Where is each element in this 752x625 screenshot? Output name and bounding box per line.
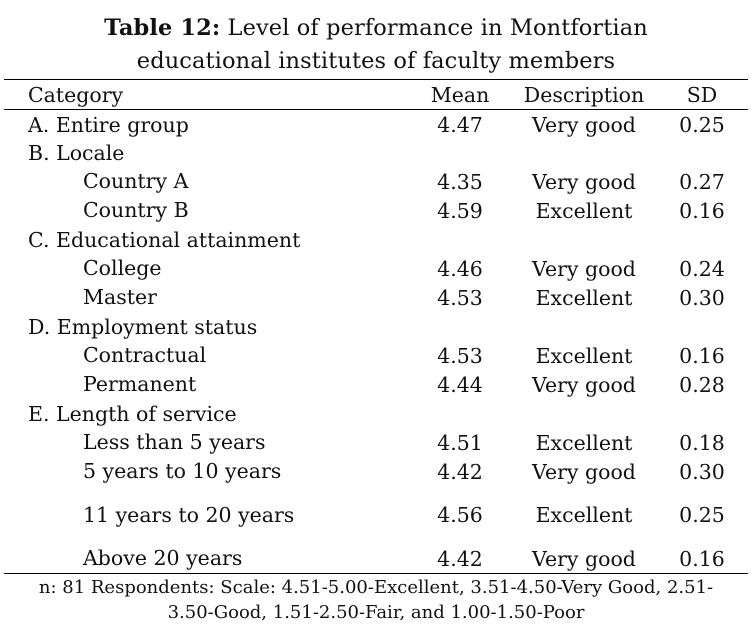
row-description: Excellent [535, 285, 633, 310]
performance-table: Category Mean Description SD A. Entire g… [4, 80, 748, 573]
row-mean [408, 138, 512, 167]
row-mean: 4.51 [437, 430, 483, 455]
row-sd: 0.28 [679, 372, 725, 397]
row-description: Very good [532, 459, 636, 484]
table-caption: Table 12: Level of performance in Montfo… [0, 12, 752, 78]
caption-title-part-1: Level of performance in Montfortian [227, 15, 648, 41]
table-header-rule [4, 109, 748, 110]
row-category: A. Entire group [28, 112, 189, 137]
table-group-row: C. Educational attainment [4, 225, 748, 254]
table-group-row: E. Length of service [4, 399, 748, 428]
row-category: Less than 5 years [83, 430, 266, 454]
row-category: 5 years to 10 years [83, 459, 282, 483]
group-category: C. Educational attainment [28, 227, 301, 252]
row-description: Very good [532, 256, 636, 281]
column-header-category: Category [28, 82, 124, 107]
table-row: A. Entire group 4.47 Very good 0.25 [4, 109, 748, 138]
table-row: Less than 5 years 4.51 Excellent 0.18 [4, 428, 748, 457]
footnote-line-1: n: 81 Respondents: Scale: 4.51-5.00-Exce… [38, 577, 714, 598]
column-header-sd: SD [686, 82, 718, 107]
row-sd: 0.30 [679, 459, 725, 484]
row-mean: 4.46 [437, 256, 483, 281]
row-sd: 0.16 [679, 546, 725, 571]
table-row: Permanent 4.44 Very good 0.28 [4, 370, 748, 399]
table-row: College 4.46 Very good 0.24 [4, 254, 748, 283]
group-category: B. Locale [28, 140, 125, 165]
row-sd: 0.25 [679, 503, 725, 527]
table-row: 11 years to 20 years 4.56 Excellent 0.25 [4, 486, 748, 544]
row-mean [408, 225, 512, 254]
row-mean: 4.42 [437, 546, 483, 571]
row-description: Very good [532, 546, 636, 571]
table-footnote: n: 81 Respondents: Scale: 4.51-5.00-Exce… [0, 575, 752, 625]
row-description: Excellent [535, 430, 633, 455]
table-header-row: Category Mean Description SD [4, 80, 748, 109]
row-description: Very good [532, 372, 636, 397]
row-category: 11 years to 20 years [83, 502, 295, 527]
row-sd: 0.16 [679, 198, 725, 223]
row-mean: 4.53 [437, 285, 483, 310]
row-category: Master [83, 285, 157, 309]
group-category: E. Length of service [28, 401, 237, 426]
table-top-rule [4, 79, 748, 80]
table-group-row: D. Employment status [4, 312, 748, 341]
row-sd [656, 138, 748, 167]
row-sd [656, 312, 748, 341]
row-description: Excellent [535, 343, 633, 368]
row-sd: 0.30 [679, 285, 725, 310]
table-row: Above 20 years 4.42 Very good 0.16 [4, 544, 748, 573]
row-description [512, 399, 656, 428]
row-sd [656, 399, 748, 428]
row-mean: 4.47 [437, 112, 483, 137]
row-sd: 0.27 [679, 169, 725, 194]
row-category: Country A [83, 169, 189, 193]
row-description [512, 312, 656, 341]
row-description: Very good [532, 112, 636, 137]
row-category: Contractual [83, 343, 207, 367]
row-description [512, 225, 656, 254]
row-mean: 4.44 [437, 372, 483, 397]
caption-label: Table 12: [104, 15, 221, 41]
table-row: Country A 4.35 Very good 0.27 [4, 167, 748, 196]
row-mean: 4.59 [437, 198, 483, 223]
row-mean [408, 312, 512, 341]
caption-line-1: Table 12: Level of performance in Montfo… [0, 12, 752, 45]
table-row: Country B 4.59 Excellent 0.16 [4, 196, 748, 225]
row-mean: 4.53 [437, 343, 483, 368]
row-category: Above 20 years [83, 546, 243, 570]
caption-title-part-2: educational institutes of faculty member… [136, 48, 616, 74]
table-row: Contractual 4.53 Excellent 0.16 [4, 341, 748, 370]
column-header-mean: Mean [430, 82, 490, 107]
group-category: D. Employment status [28, 314, 258, 339]
table-group-row: B. Locale [4, 138, 748, 167]
row-description [512, 138, 656, 167]
row-description: Excellent [535, 503, 633, 527]
row-category: Permanent [83, 372, 197, 396]
table-row: 5 years to 10 years 4.42 Very good 0.30 [4, 457, 748, 486]
row-sd: 0.25 [679, 112, 725, 137]
row-sd [656, 225, 748, 254]
footnote-line-2: 3.50-Good, 1.51-2.50-Fair, and 1.00-1.50… [167, 602, 585, 623]
row-sd: 0.18 [679, 430, 725, 455]
table-row: Master 4.53 Excellent 0.30 [4, 283, 748, 312]
column-header-description: Description [523, 82, 645, 107]
row-sd: 0.24 [679, 256, 725, 281]
row-mean: 4.42 [437, 459, 483, 484]
row-mean [408, 399, 512, 428]
row-description: Very good [532, 169, 636, 194]
row-description: Excellent [535, 198, 633, 223]
row-sd: 0.16 [679, 343, 725, 368]
row-mean: 4.56 [437, 503, 483, 527]
row-mean: 4.35 [437, 169, 483, 194]
row-category: College [83, 256, 162, 280]
table-bottom-rule [4, 573, 748, 574]
row-category: Country B [83, 198, 189, 222]
